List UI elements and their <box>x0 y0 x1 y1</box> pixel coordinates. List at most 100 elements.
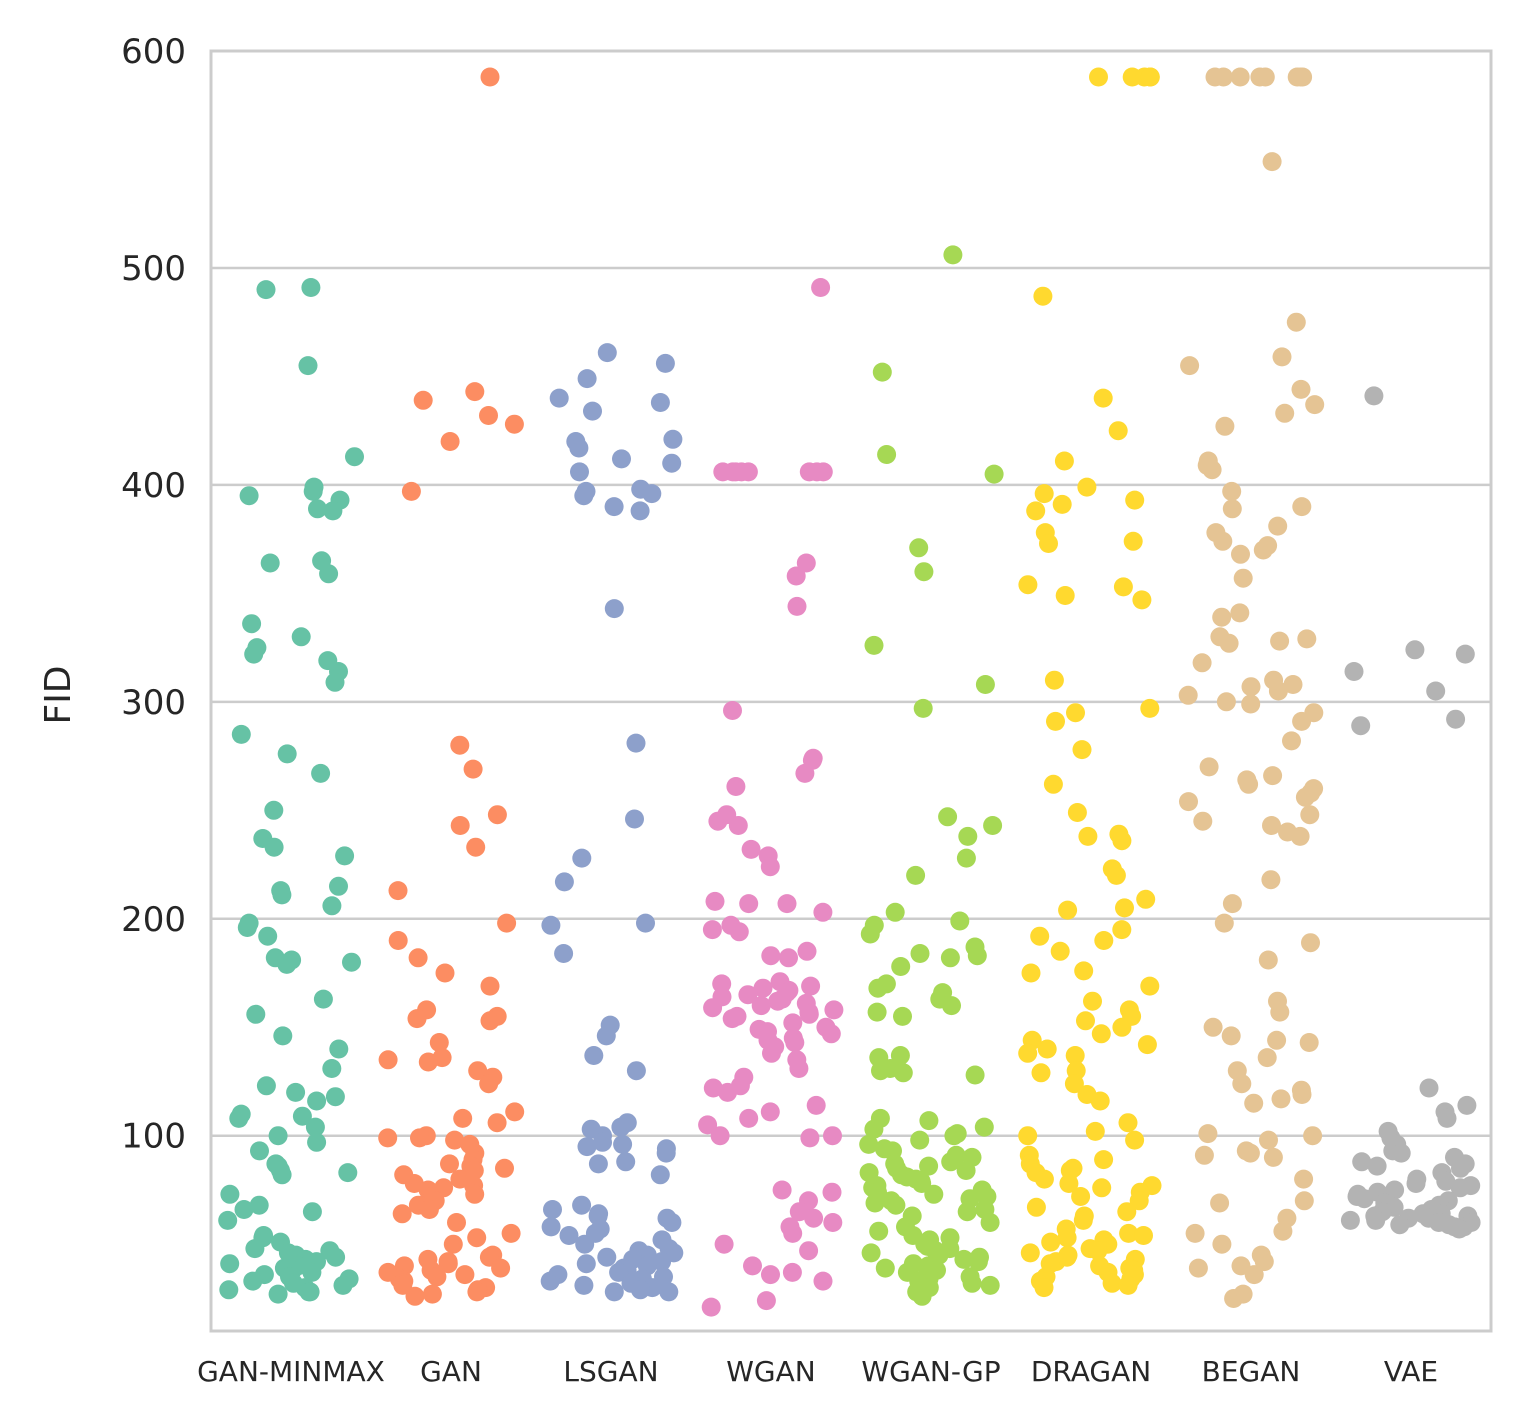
data-point <box>464 1161 484 1180</box>
data-point <box>1222 894 1242 914</box>
data-point <box>761 946 781 966</box>
series-dragan <box>1018 67 1162 1298</box>
data-point <box>308 499 327 519</box>
data-point <box>783 1013 803 1033</box>
data-point <box>467 1282 487 1302</box>
data-point <box>919 1111 939 1131</box>
data-point <box>329 876 348 896</box>
data-point <box>1194 1145 1214 1165</box>
data-point <box>229 1108 249 1128</box>
data-point <box>1351 716 1371 736</box>
data-point <box>569 438 589 458</box>
data-point <box>1294 1191 1314 1211</box>
data-point <box>703 1078 723 1098</box>
data-point <box>1020 1243 1040 1263</box>
data-point <box>322 896 342 916</box>
data-point <box>554 944 574 963</box>
data-point <box>1405 640 1425 660</box>
data-point <box>291 627 311 647</box>
data-point <box>1231 544 1250 564</box>
series-gan <box>378 67 525 1306</box>
data-point <box>1030 926 1050 946</box>
data-point <box>1192 653 1212 673</box>
data-point <box>1275 403 1295 423</box>
x-category-label: DRAGAN <box>1031 1355 1151 1388</box>
data-point <box>760 857 780 877</box>
data-point <box>1224 1289 1244 1308</box>
data-point <box>1188 1258 1208 1278</box>
series-lsgan <box>540 343 684 1302</box>
data-point <box>891 957 911 976</box>
data-point <box>1137 1035 1157 1055</box>
data-point <box>807 462 827 482</box>
data-point <box>967 946 987 966</box>
data-point <box>1076 1011 1095 1031</box>
data-point <box>1140 67 1160 87</box>
data-point <box>1112 920 1132 940</box>
data-point <box>865 1193 885 1213</box>
data-point <box>231 724 251 744</box>
data-point <box>1129 1191 1149 1211</box>
data-point <box>300 1282 320 1302</box>
data-point <box>1449 1219 1469 1239</box>
y-tick-label: 600 <box>121 32 186 72</box>
data-point <box>799 1004 819 1024</box>
data-point <box>980 1213 1000 1232</box>
data-point <box>1436 1171 1456 1191</box>
data-point <box>1219 633 1239 653</box>
data-point <box>322 1059 342 1078</box>
data-point <box>1180 356 1200 376</box>
data-point <box>1215 416 1235 436</box>
data-point <box>1259 1130 1278 1150</box>
data-point <box>440 1154 459 1174</box>
data-point <box>1058 900 1078 920</box>
data-point <box>910 1130 930 1150</box>
data-point <box>1301 933 1320 953</box>
data-point <box>1241 694 1261 714</box>
data-point <box>860 924 880 944</box>
data-point <box>1221 1026 1241 1046</box>
data-point <box>268 1126 288 1146</box>
data-point <box>1043 774 1063 794</box>
data-point <box>1213 67 1233 87</box>
data-point <box>1292 1085 1312 1104</box>
data-point <box>1119 1223 1139 1243</box>
data-point <box>1286 312 1306 332</box>
series-began <box>1178 67 1325 1308</box>
data-point <box>467 1228 487 1248</box>
data-point <box>823 1213 843 1232</box>
data-point <box>447 1213 466 1232</box>
data-point <box>541 1217 561 1237</box>
data-point <box>824 1000 844 1020</box>
data-point <box>1239 774 1259 794</box>
data-point <box>906 865 926 885</box>
data-point <box>957 1202 977 1222</box>
data-point <box>1077 477 1097 497</box>
data-point <box>1232 1074 1252 1094</box>
data-point <box>1115 898 1134 918</box>
data-point <box>574 1275 594 1295</box>
data-point <box>739 1108 759 1128</box>
data-point <box>1390 1215 1410 1235</box>
data-point <box>821 1024 841 1044</box>
data-point <box>463 759 483 779</box>
data-point <box>1085 1121 1105 1141</box>
data-point <box>705 891 725 911</box>
data-point <box>1340 1210 1360 1230</box>
data-point <box>1282 731 1301 751</box>
data-point <box>893 1063 913 1083</box>
plot-frame <box>209 49 1493 1333</box>
data-point <box>797 941 817 961</box>
data-point <box>760 1102 780 1122</box>
data-point <box>242 614 262 634</box>
data-point <box>1057 1228 1077 1248</box>
data-point <box>938 807 958 827</box>
x-category-label: BEGAN <box>1202 1355 1301 1388</box>
data-point <box>1262 816 1281 835</box>
data-point <box>910 944 930 963</box>
data-point <box>1093 388 1113 408</box>
data-point <box>958 826 978 846</box>
data-point <box>729 922 749 942</box>
data-point <box>1202 460 1222 480</box>
data-point <box>1078 826 1098 846</box>
